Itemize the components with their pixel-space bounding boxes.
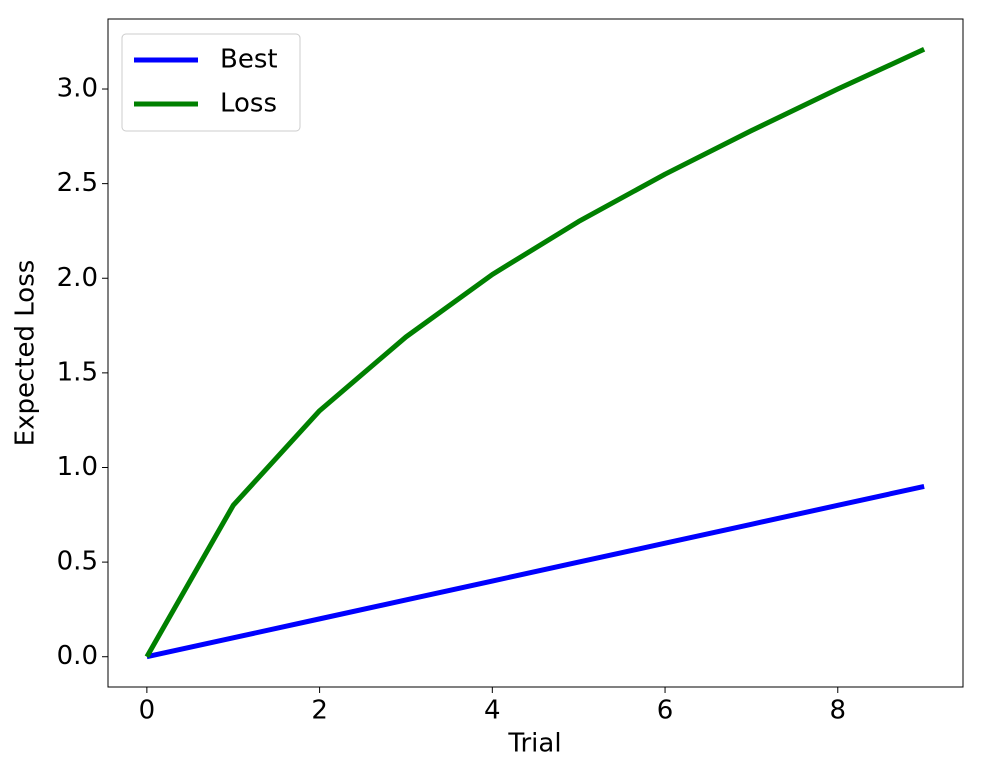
y-axis-label: Expected Loss	[11, 260, 41, 447]
legend-label: Best	[220, 45, 278, 75]
line-series	[144, 47, 926, 658]
y-tick-label: 2.0	[57, 263, 98, 293]
y-tick-label: 0.0	[57, 641, 98, 671]
x-tick-label: 0	[139, 696, 156, 726]
x-tick-label: 8	[829, 696, 846, 726]
y-tick-label: 1.5	[57, 357, 98, 387]
y-tick-label: 0.5	[57, 547, 98, 577]
y-tick-label: 2.5	[57, 168, 98, 198]
y-tick-label: 3.0	[57, 74, 98, 104]
line-series	[146, 483, 925, 660]
x-tick-label: 4	[484, 696, 501, 726]
plot-frame	[107, 18, 964, 688]
x-axis-label: Trial	[507, 729, 561, 759]
x-tick-label: 2	[311, 696, 328, 726]
legend-label: Loss	[220, 89, 277, 119]
y-tick-label: 1.0	[57, 452, 98, 482]
x-tick-label: 6	[657, 696, 674, 726]
